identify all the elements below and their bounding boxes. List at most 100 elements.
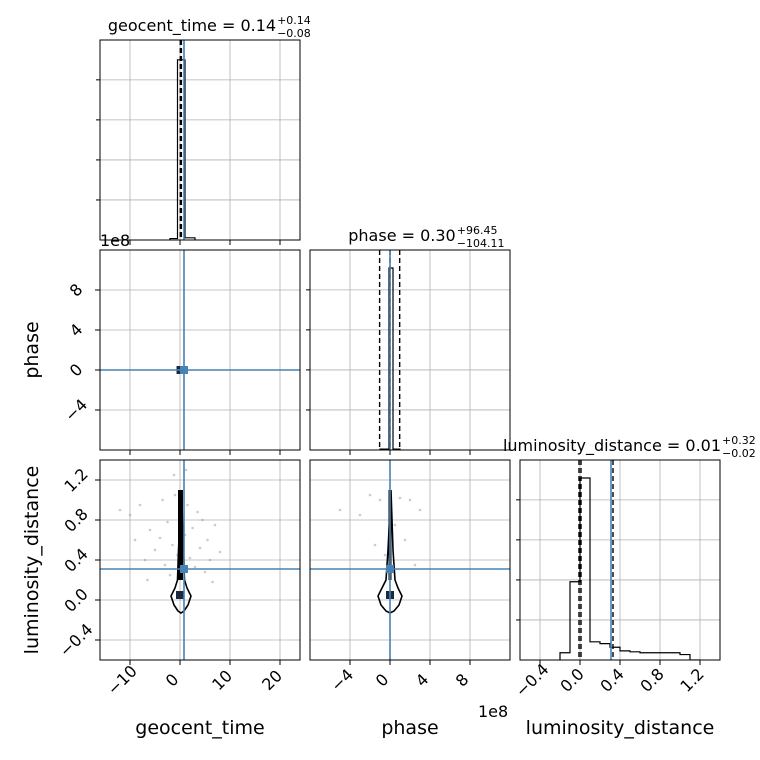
sample-point	[188, 556, 192, 560]
sample-point	[143, 558, 147, 562]
x-tick-label: 0.0	[556, 664, 587, 695]
sample-point	[373, 543, 377, 547]
sample-point	[378, 498, 382, 502]
sample-point	[158, 536, 162, 540]
sample-point	[193, 565, 197, 569]
y-tick-label: 0.8	[60, 504, 91, 535]
sample-point	[186, 503, 189, 507]
histogram-luminosity_distance	[559, 477, 700, 660]
ylabel-phase: phase	[21, 321, 43, 378]
panel-phase-vs-luminosity_distance: −4 0 4 8	[309, 459, 511, 695]
sample-point	[213, 523, 217, 527]
histogram-geocent_time	[169, 59, 196, 240]
sample-point	[163, 563, 167, 567]
sample-point	[393, 523, 397, 527]
sample-point	[418, 508, 422, 512]
sample-point	[203, 570, 207, 574]
truth-marker	[180, 366, 188, 374]
sample-point	[196, 510, 199, 514]
sample-point	[168, 573, 172, 577]
title-lower-error: −104.11	[457, 237, 505, 250]
xlabel-phase: phase	[381, 717, 438, 739]
sample-point	[146, 578, 149, 582]
y-tick-label: 0.0	[60, 584, 91, 615]
sample-point	[218, 550, 222, 554]
axes-frame	[99, 459, 301, 661]
sample-point	[166, 520, 169, 524]
sample-point	[358, 513, 362, 517]
x-tick-label: 20	[258, 666, 286, 694]
sample-point	[201, 518, 204, 522]
sample-point	[198, 546, 202, 550]
y-tick-label: 0	[66, 360, 87, 381]
axes-frame	[519, 459, 721, 661]
density-column	[178, 490, 183, 580]
x-tick-label: 0.8	[636, 664, 667, 695]
sample-point	[338, 508, 342, 512]
sample-point	[138, 503, 142, 507]
xlabel-geocent-time: geocent_time	[135, 717, 264, 739]
sample-point	[148, 528, 152, 532]
panel-geocent_time-vs-phase: −4 0 4 8	[61, 249, 301, 455]
offset-text-phase-x: 1e8	[478, 702, 508, 721]
sample-point	[153, 548, 157, 552]
axes-frame	[99, 249, 301, 451]
x-tick-label: 4	[412, 670, 433, 691]
sample-point	[172, 473, 176, 477]
sample-point	[398, 496, 402, 500]
y-tick-label: −4	[61, 395, 91, 425]
sample-point	[118, 508, 122, 512]
panel-title-geocent_time: geocent_time = 0.14	[108, 16, 276, 36]
x-tick-label: −0.4	[512, 660, 553, 701]
y-tick-label: 4	[66, 320, 87, 341]
y-tick-label: 8	[66, 280, 87, 301]
density-peak	[176, 591, 184, 599]
sample-point	[184, 468, 188, 472]
truth-marker	[386, 565, 394, 573]
histogram-phase	[379, 267, 401, 450]
sample-point	[368, 493, 372, 497]
x-tick-label: 0.4	[596, 664, 627, 695]
sample-point	[191, 526, 194, 530]
x-tick-label: −4	[327, 665, 357, 695]
sample-point	[133, 538, 137, 542]
y-tick-label: −0.4	[56, 620, 97, 661]
sample-point	[128, 513, 132, 517]
sample-point	[173, 493, 177, 497]
panel-geocent_time-vs-luminosity_distance: −0.4 0.0 0.4 0.8 1.2 −10 0 10 20	[56, 459, 301, 699]
y-tick-label: 1.2	[60, 464, 91, 495]
title-upper-error: +96.45	[457, 224, 498, 237]
sample-point	[161, 498, 164, 502]
x-tick-label: 0	[372, 670, 393, 691]
y-tick-label: 0.4	[60, 544, 91, 575]
title-lower-error: −0.08	[277, 27, 311, 40]
contour-line	[170, 489, 192, 614]
offset-text-phase-y: 1e8	[100, 231, 130, 250]
x-tick-label: 10	[208, 666, 236, 694]
sample-point	[413, 563, 417, 567]
panel-phase: phase = 0.30 +96.45−104.11	[306, 224, 511, 455]
x-tick-label: −10	[103, 661, 140, 698]
xlabel-luminosity-distance: luminosity_distance	[526, 717, 715, 739]
sample-point	[408, 498, 412, 502]
title-lower-error: −0.02	[722, 447, 756, 460]
title-upper-error: +0.32	[722, 434, 756, 447]
x-tick-label: 1.2	[676, 664, 707, 695]
sample-point	[208, 558, 212, 562]
x-tick-label: 8	[452, 670, 473, 691]
truth-marker	[180, 565, 188, 573]
sample-point	[171, 543, 174, 547]
axes-frame	[309, 249, 511, 451]
sample-point	[403, 538, 407, 542]
axes-frame	[309, 459, 511, 661]
panel-title-luminosity_distance: luminosity_distance = 0.01	[503, 436, 721, 456]
title-upper-error: +0.14	[277, 14, 311, 27]
ylabel-luminosity-distance: luminosity_distance	[21, 466, 43, 655]
sample-point	[206, 538, 209, 542]
axes-frame	[99, 39, 301, 241]
panel-geocent_time: geocent_time = 0.14 +0.14−0.08	[96, 14, 311, 245]
panel-title-phase: phase = 0.30	[348, 226, 455, 245]
panel-luminosity_distance: −0.4 0.0 0.4 0.8 1.2 luminosity_distance = 0.…	[503, 434, 756, 701]
sample-point	[211, 580, 214, 584]
